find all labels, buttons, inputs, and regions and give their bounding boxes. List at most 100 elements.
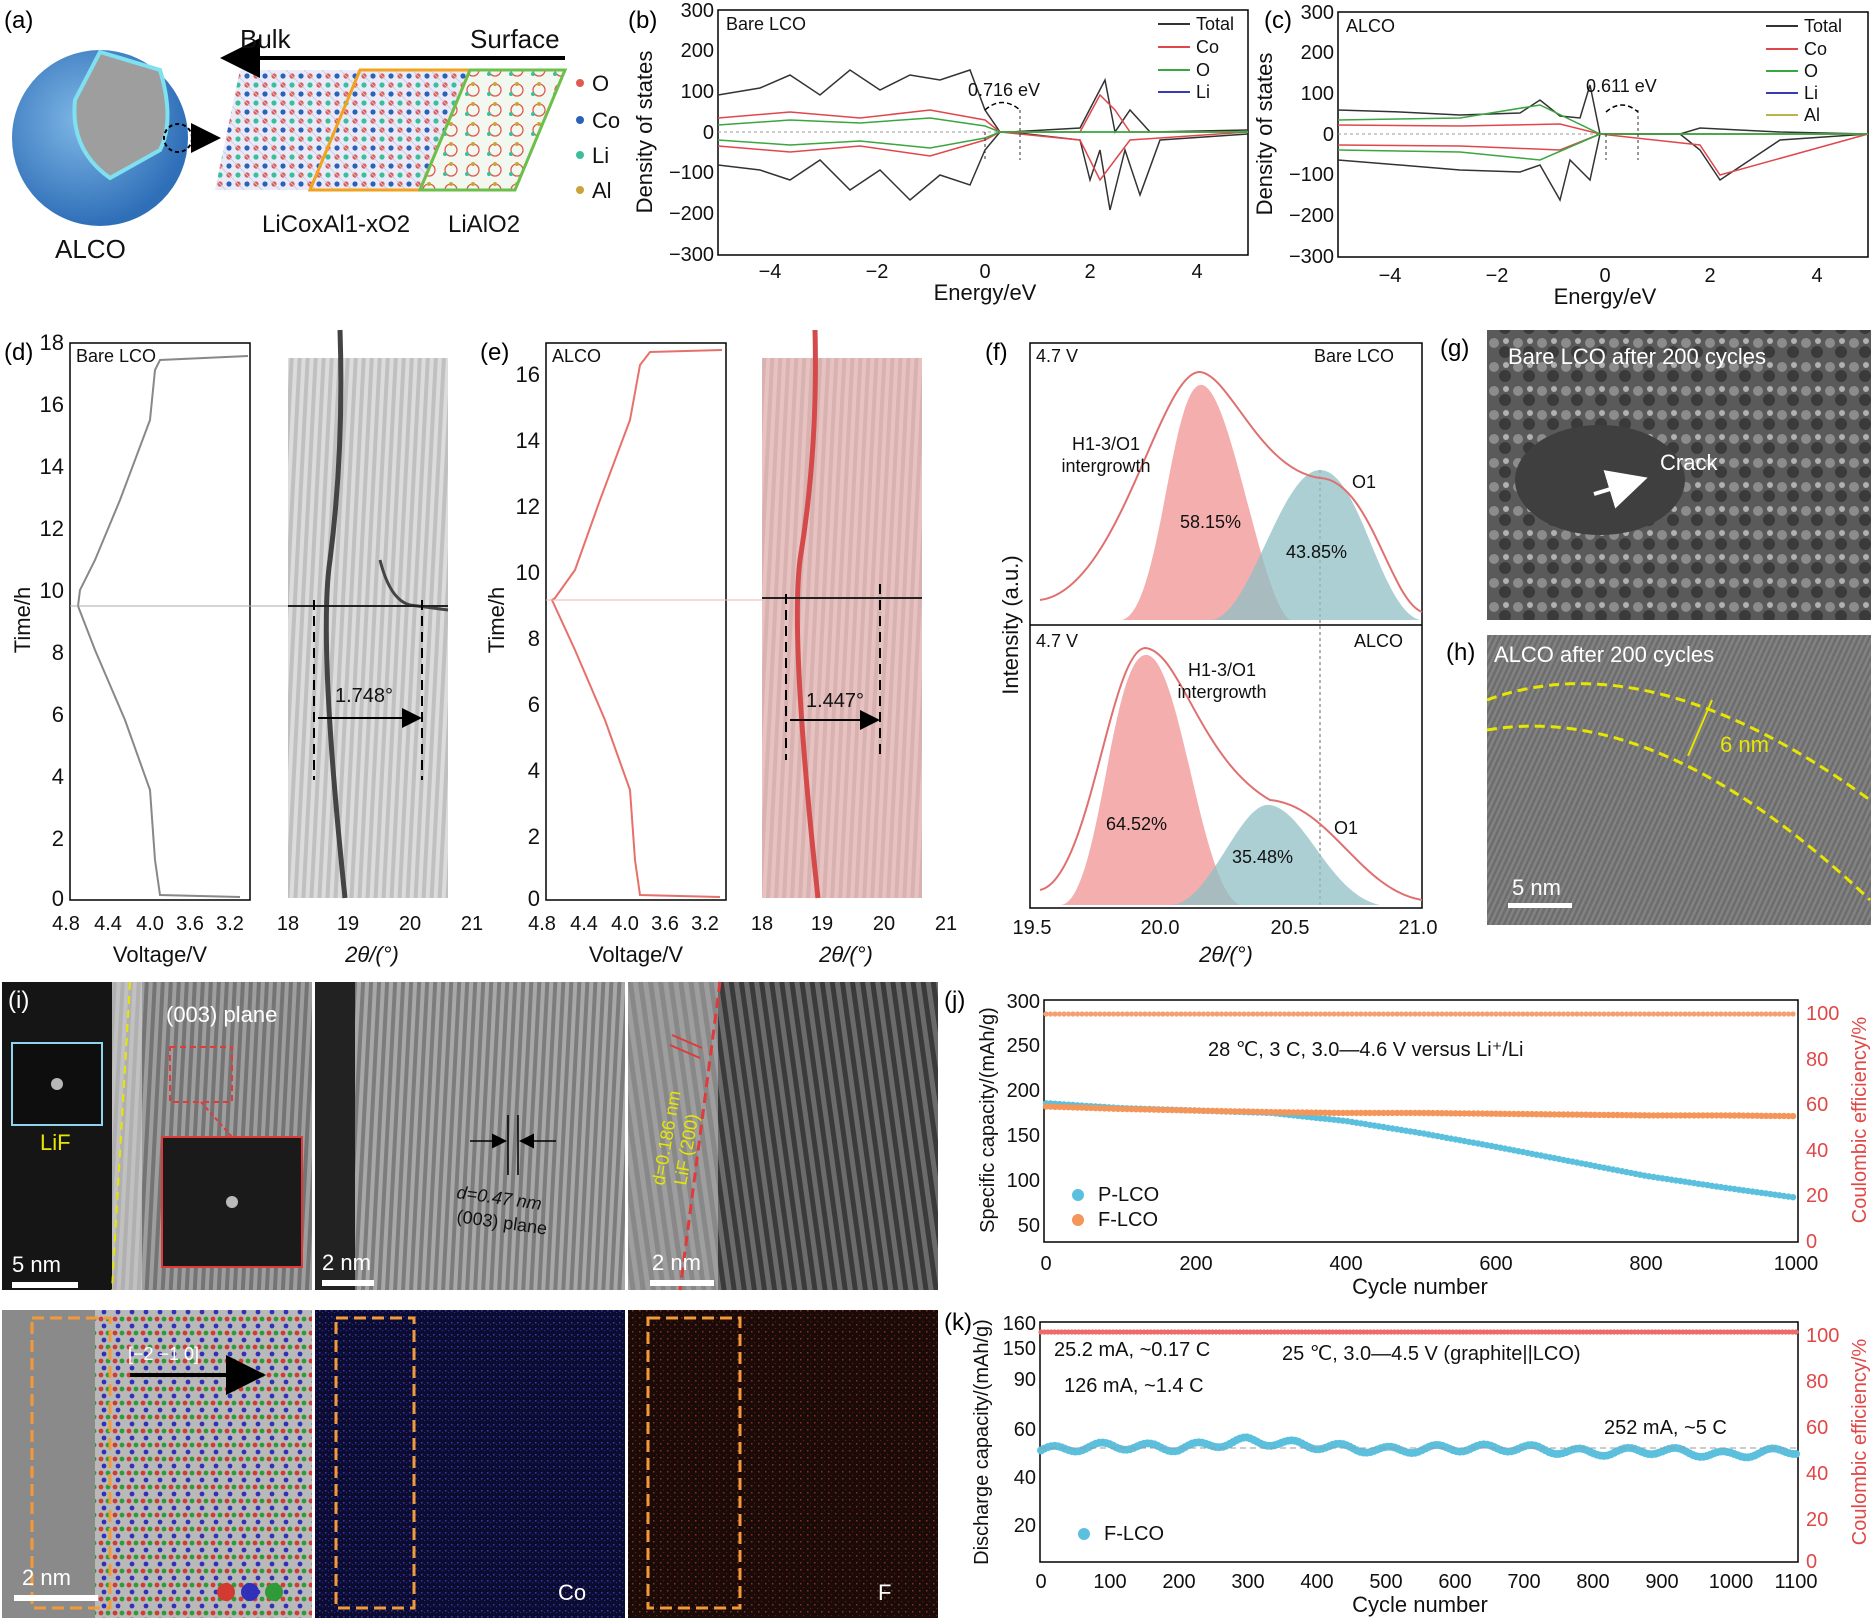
dos-c-xlabel: Energy/eV	[1554, 284, 1657, 309]
panel-i: (i) (003) plane LiF 5 nm d=0.47 nm (003)…	[2, 981, 938, 1618]
dos-c-ytick: −100	[1289, 164, 1334, 186]
j-point-f-lco	[1542, 1111, 1549, 1118]
dos-b-xlabel: Energy/eV	[934, 280, 1037, 305]
dos-c-gap-arc	[1605, 104, 1639, 113]
j-point-f-lco	[1744, 1112, 1752, 1119]
e-ytick: 8	[528, 626, 540, 651]
f-top-sample: Bare LCO	[1314, 346, 1394, 366]
j-point-f-lco	[1132, 1106, 1140, 1113]
k-xticks: 0 100 200 300 400 500 600 700 800 900 10…	[1035, 1571, 1817, 1593]
k-xtick: 1100	[1774, 1571, 1817, 1593]
j-point-f-lco	[1740, 1112, 1747, 1119]
k-ytick-right: 80	[1806, 1371, 1828, 1393]
legend-li-label: Li	[592, 143, 609, 168]
j-point-f-lco	[1443, 1110, 1450, 1117]
j-point-f-lco	[1276, 1109, 1284, 1116]
j-point-ce	[1497, 1011, 1504, 1017]
j-point-f-lco	[1713, 1112, 1720, 1119]
j-point-ce	[1502, 1011, 1508, 1017]
f-bottom-o1: O1	[1334, 818, 1358, 838]
surface-label: Surface	[470, 24, 560, 54]
j-point-f-lco	[1353, 1109, 1360, 1117]
i-atom-o	[217, 1583, 235, 1601]
j-point-ce	[1578, 1011, 1585, 1017]
j-point-ce	[1551, 1011, 1558, 1017]
j-point-f-lco	[1330, 1109, 1338, 1117]
j-point-f-lco	[1164, 1106, 1171, 1114]
j-point-f-lco	[1650, 1112, 1657, 1119]
j-point-ce	[1074, 1011, 1081, 1017]
j-point-f-lco	[1096, 1105, 1104, 1112]
j-point-f-lco	[1641, 1112, 1648, 1119]
k-xtick: 400	[1300, 1571, 1333, 1593]
atom-legend: O Co Li Al	[576, 71, 620, 203]
j-point-f-lco	[1699, 1112, 1707, 1119]
g-caption: Bare LCO after 200 cycles	[1508, 344, 1766, 369]
j-ytick-right: 60	[1806, 1094, 1828, 1116]
g-crack-arrow	[1593, 470, 1648, 509]
j-point-f-lco	[1564, 1111, 1572, 1118]
f-bottom-pct-b: 35.48%	[1232, 847, 1293, 867]
d-ytick: 18	[40, 330, 64, 355]
j-point-ce	[1151, 1011, 1157, 1017]
j-point-f-lco	[1776, 1112, 1783, 1120]
j-point-f-lco	[1357, 1109, 1365, 1117]
j-point-f-lco	[1515, 1110, 1522, 1118]
j-yticks-right: 100 80 60 40 20 0	[1806, 1003, 1839, 1253]
j-point-ce	[1569, 1011, 1576, 1017]
j-point-f-lco	[1479, 1110, 1486, 1117]
d-xlabel-right: 2θ/(°)	[344, 942, 399, 967]
j-point-ce	[1695, 1011, 1702, 1017]
j-point-ce	[1340, 1011, 1346, 1017]
j-point-ce	[1646, 1011, 1652, 1017]
d-xtick-right: 19	[337, 913, 359, 935]
j-point-ce	[1745, 1011, 1751, 1017]
j-point-ce	[1772, 1011, 1778, 1017]
j-point-ce	[1281, 1011, 1288, 1017]
dos-b-xticks: −4 −2 0 2 4	[759, 261, 1203, 283]
h-thickness-bar	[1687, 699, 1713, 757]
k-ytick-right: 60	[1806, 1417, 1828, 1439]
j-point-f-lco	[1605, 1111, 1612, 1119]
j-point-ce	[1277, 1011, 1283, 1017]
j-point-ce	[1560, 1011, 1567, 1017]
j-point-ce	[1421, 1011, 1427, 1017]
j-point-f-lco	[1771, 1112, 1779, 1120]
j-point-ce	[1065, 1011, 1072, 1017]
j-point-ce	[1088, 1011, 1094, 1017]
f-xtick: 20.5	[1271, 917, 1310, 939]
e-ytick: 12	[516, 494, 540, 519]
j-point-ce	[1457, 1011, 1463, 1017]
d-ytick: 16	[40, 392, 64, 417]
j-point-f-lco	[1447, 1110, 1455, 1117]
j-point-ce	[1758, 1011, 1765, 1017]
j-point-ce	[1623, 1011, 1630, 1017]
j-point-ce	[1371, 1011, 1378, 1017]
j-point-ce	[1398, 1011, 1405, 1017]
panel-e: (e) ALCO 1.447° 16 14 12 10 8 6 4 2 0 4.…	[480, 329, 957, 967]
bulk-label: Bulk	[240, 24, 292, 54]
j-point-f-lco	[1609, 1111, 1617, 1119]
j-point-f-lco	[1362, 1109, 1369, 1117]
j-xticks: 0 200 400 600 800 1000	[1040, 1253, 1818, 1275]
dos-b-total-up	[717, 69, 1249, 134]
h-scale-bar	[1508, 903, 1572, 908]
j-point-f-lco	[1272, 1109, 1279, 1116]
j-point-f-lco	[1546, 1111, 1554, 1118]
j-ylabel-right: Coulombic efficiency/%	[1849, 1017, 1871, 1224]
i-select-box	[169, 1046, 233, 1103]
j-point-f-lco	[1780, 1112, 1788, 1120]
j-ytick-left: 300	[1007, 991, 1040, 1013]
j-point-f-lco	[1083, 1104, 1090, 1112]
j-point-f-lco	[1726, 1112, 1734, 1119]
j-point-ce	[1245, 1011, 1252, 1017]
dos-b-legend: Total Co O Li	[1158, 14, 1234, 102]
j-point-f-lco	[1767, 1112, 1774, 1120]
k-ytick-left: 150	[1003, 1338, 1036, 1360]
j-point-f-lco	[1690, 1112, 1698, 1119]
j-point-ce	[1736, 1011, 1742, 1017]
phase-left-label: LiCoxAl1-xO2	[262, 211, 410, 238]
f-bottom-peak-label: H1-3/O1	[1188, 660, 1256, 680]
j-point-ce	[1191, 1011, 1198, 1017]
